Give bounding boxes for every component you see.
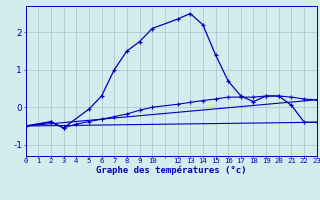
- X-axis label: Graphe des températures (°c): Graphe des températures (°c): [96, 165, 246, 175]
